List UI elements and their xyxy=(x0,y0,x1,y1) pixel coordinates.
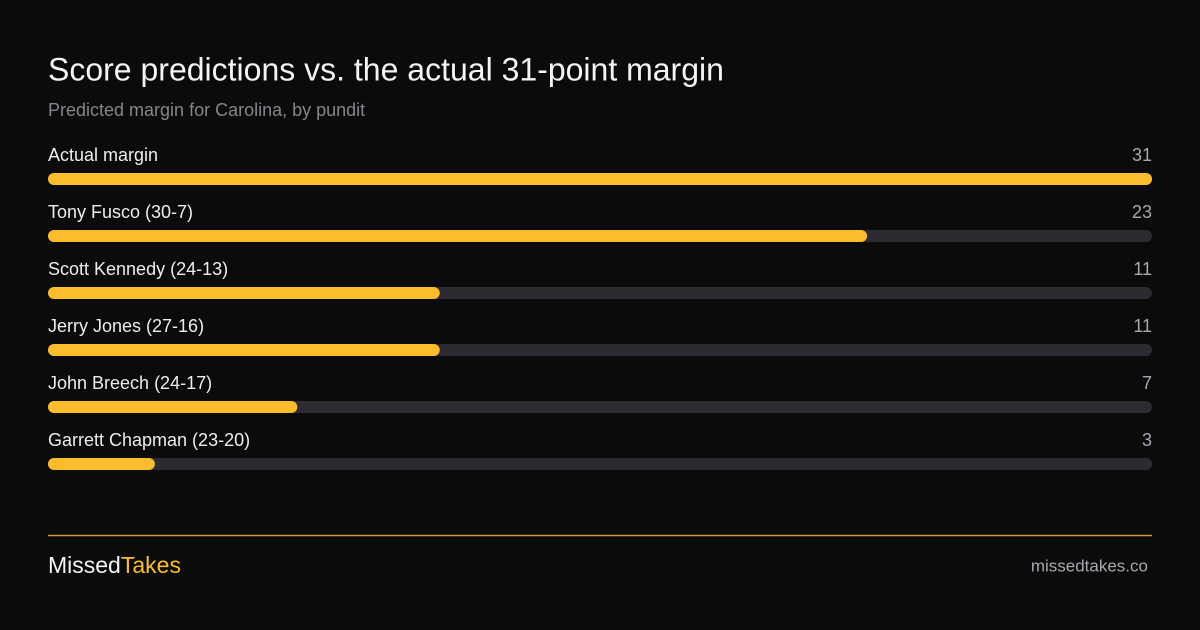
value-label: 7 xyxy=(1142,373,1152,393)
category-label: Tony Fusco (30-7) xyxy=(48,202,193,222)
value-label: 23 xyxy=(1132,202,1152,222)
chart-subtitle: Predicted margin for Carolina, by pundit xyxy=(48,100,365,120)
category-label: John Breech (24-17) xyxy=(48,373,212,393)
category-label: Scott Kennedy (24-13) xyxy=(48,259,228,279)
bar-track xyxy=(48,401,1152,413)
brand: MissedTakes xyxy=(48,552,181,578)
category-label: Jerry Jones (27-16) xyxy=(48,316,204,336)
value-label: 3 xyxy=(1142,430,1152,450)
bar xyxy=(48,173,1152,185)
bar-track xyxy=(48,458,1152,470)
category-label: Actual margin xyxy=(48,145,158,165)
brand-second: Takes xyxy=(121,552,181,578)
chart-title: Score predictions vs. the actual 31-poin… xyxy=(48,51,724,87)
bar xyxy=(48,344,440,356)
value-label: 11 xyxy=(1133,316,1152,336)
bar xyxy=(48,401,298,413)
value-label: 31 xyxy=(1132,145,1152,165)
bar xyxy=(48,458,155,470)
category-label: Garrett Chapman (23-20) xyxy=(48,430,250,450)
footer-url: missedtakes.co xyxy=(1031,556,1148,575)
bar xyxy=(48,287,440,299)
brand-first: Missed xyxy=(48,552,121,578)
value-label: 11 xyxy=(1133,259,1152,279)
bar xyxy=(48,230,868,242)
